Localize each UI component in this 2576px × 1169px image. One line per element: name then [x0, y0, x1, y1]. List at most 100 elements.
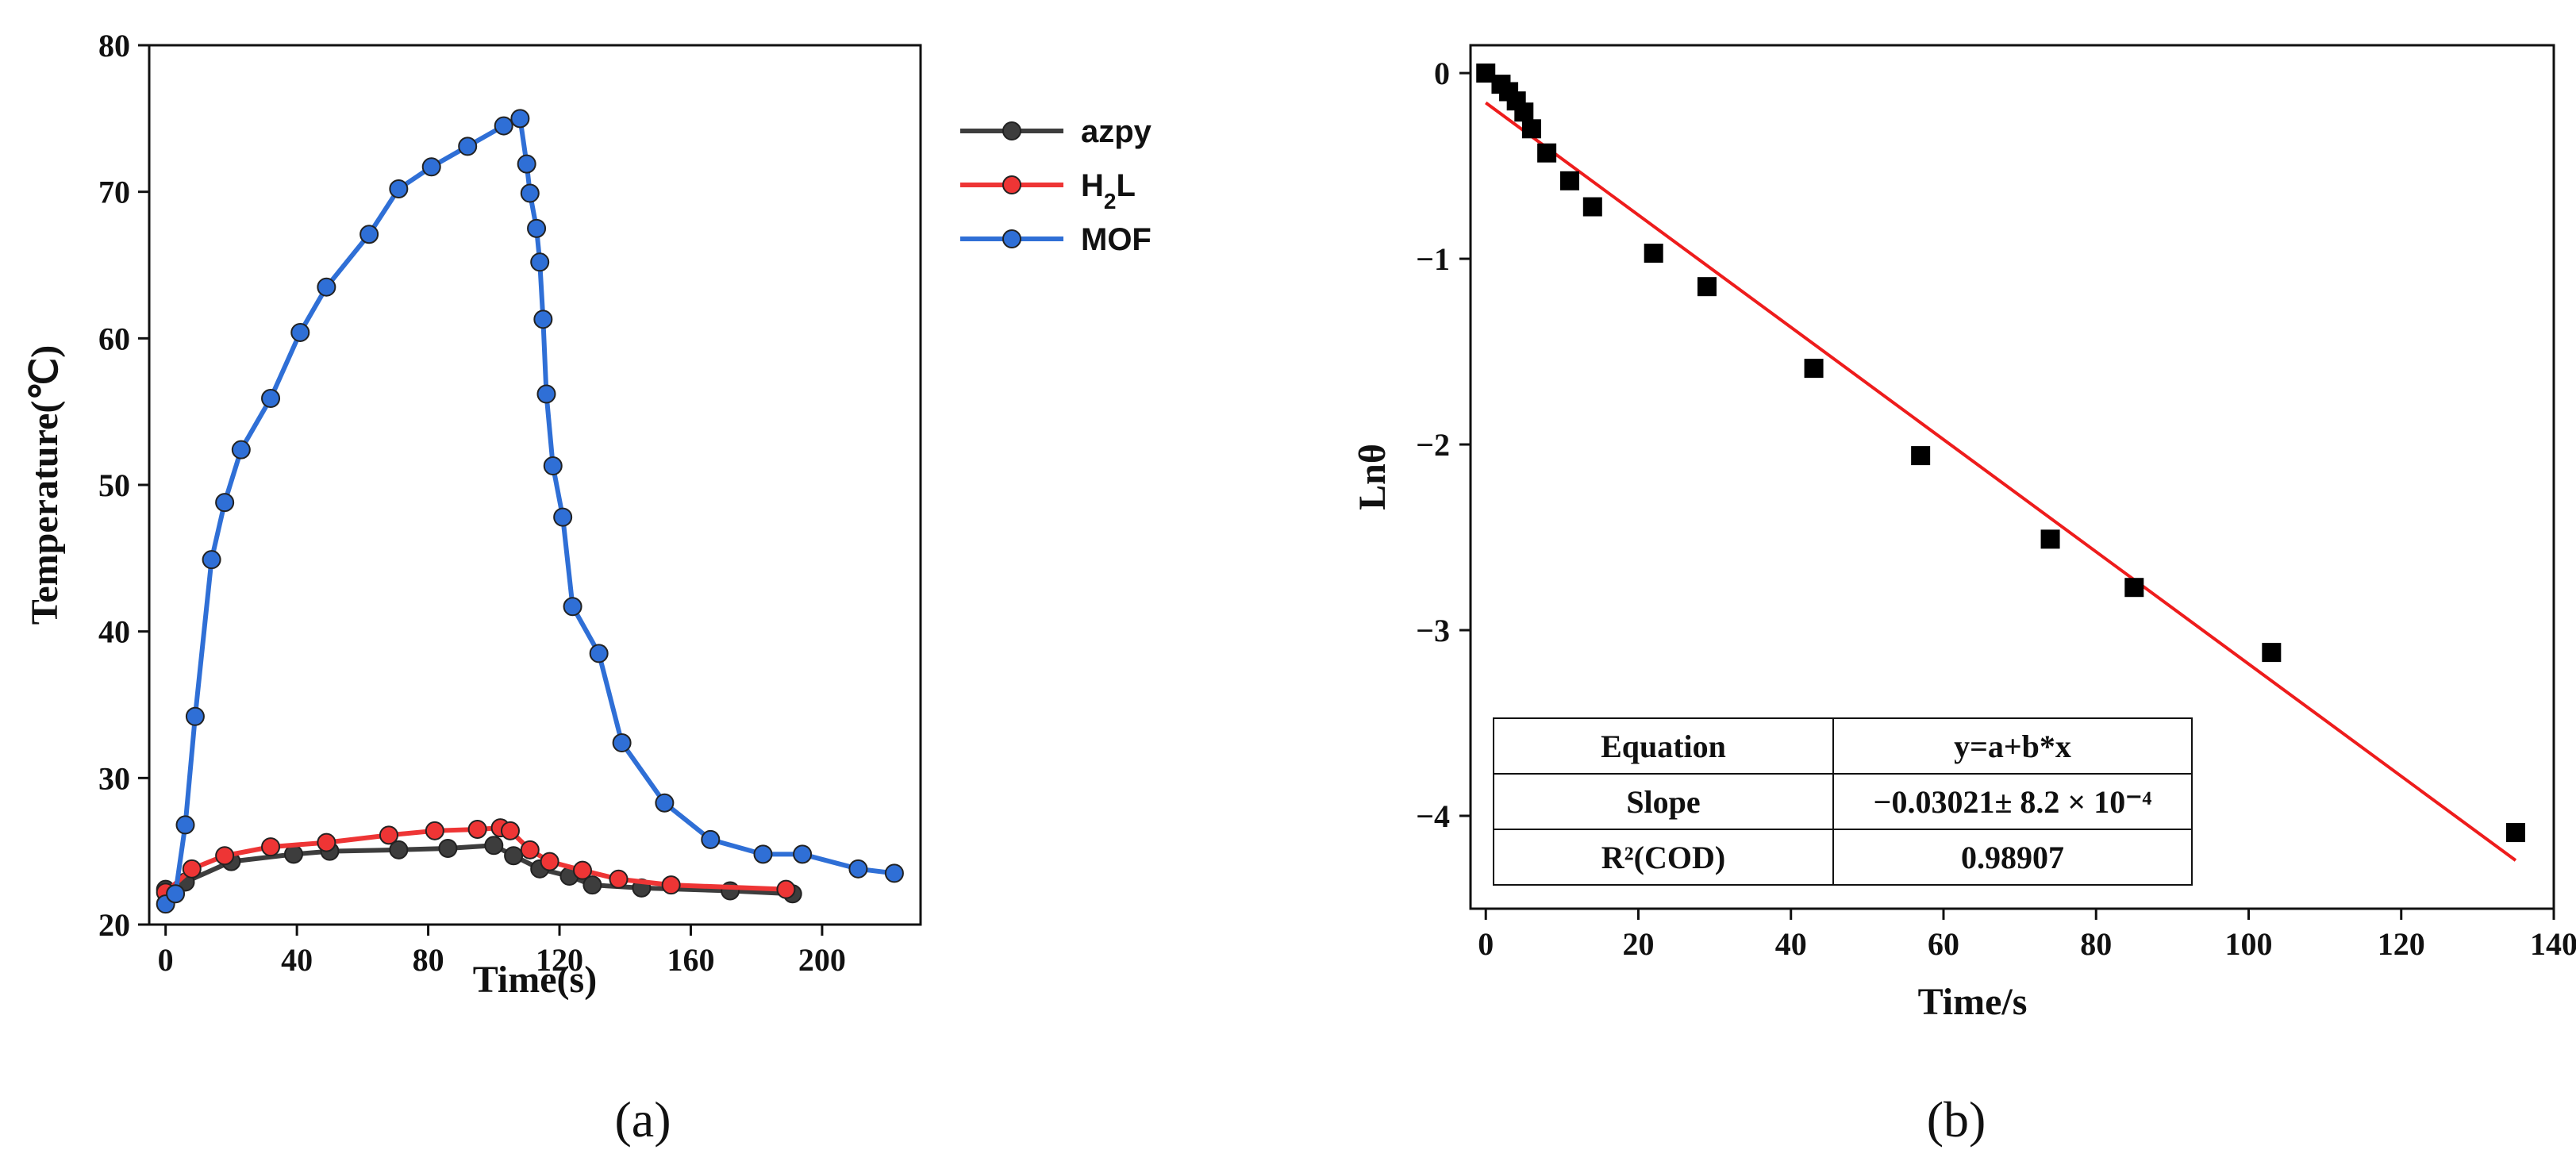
series-point-mof	[185, 706, 205, 726]
series-point-mof	[655, 793, 675, 813]
series-point-mof	[517, 154, 536, 174]
series-point-h2l	[520, 840, 540, 859]
series-line-h2l	[163, 825, 786, 894]
series-point-h2l	[467, 819, 487, 839]
y-tick-label-a: 20	[98, 907, 130, 943]
fit-table-border	[1493, 717, 2193, 886]
panel-label-a: (a)	[614, 1091, 671, 1148]
legend-swatch-marker	[1002, 175, 1021, 194]
series-point-h2l	[425, 821, 444, 840]
series-point-mof	[533, 310, 553, 329]
x-tick-label-a: 160	[667, 942, 714, 978]
fit-line	[1485, 101, 2517, 862]
series-point-mof	[389, 179, 409, 198]
y-tick-label-a: 60	[98, 321, 130, 356]
series-point-h2l	[379, 825, 398, 845]
x-tick-label-b: 0	[1478, 926, 1494, 962]
x-tick-label-b: 20	[1622, 926, 1654, 962]
series-point-mof	[553, 507, 573, 527]
panel-label-b: (b)	[1927, 1091, 1986, 1148]
series-point-azpy	[582, 875, 602, 895]
fit-table-key: Slope	[1626, 784, 1700, 820]
plot-frame-a	[148, 44, 922, 926]
legend-label: H2L	[1081, 168, 1136, 213]
series-point-mof	[458, 137, 478, 156]
series-point-mof	[166, 884, 186, 904]
series-point-h2l	[261, 837, 281, 857]
series-point-mof	[589, 644, 609, 663]
x-tick-label-a: 40	[281, 942, 313, 978]
series-point-mof	[202, 550, 221, 570]
y-tick-label-b: −1	[1416, 241, 1450, 277]
legend-label: MOF	[1081, 222, 1152, 257]
series-point-mof	[848, 859, 868, 879]
legend-a: azpy H2L MOF	[960, 114, 1152, 257]
x-tick-label-b: 60	[1928, 926, 1959, 962]
axes-a: 0 40 80 120 160 200 20 30 40 50 60 70 80	[98, 28, 846, 978]
series-point-azpy	[504, 846, 524, 866]
series-point-h2l	[182, 859, 202, 879]
series-point-mof	[793, 844, 813, 864]
y-tick-label-a: 70	[98, 175, 130, 210]
series-point-mof	[527, 218, 547, 238]
series-point-mof	[530, 252, 550, 272]
y-tick-label-b: 0	[1434, 56, 1450, 91]
series-point-mof	[494, 116, 513, 136]
legend-swatch-marker	[1002, 121, 1021, 140]
fit-table-value: y=a+b*x	[1954, 729, 2071, 764]
data-point	[2040, 529, 2060, 549]
series-point-mof	[563, 597, 582, 617]
series-point-mof	[215, 493, 235, 513]
x-tick-label-b: 40	[1775, 926, 1807, 962]
series-group-b	[1476, 63, 2525, 862]
y-tick-label-b: −3	[1416, 613, 1450, 648]
series-group-a	[156, 109, 904, 914]
axes-b: 0 20 40 60 80 100 120 140 0 −1 −2 −3 −4	[1416, 56, 2576, 962]
data-point	[1911, 446, 1931, 466]
chart-b: 0 20 40 60 80 100 120 140 0 −1 −2 −3 −4 Equation y=a+…	[1351, 44, 2576, 1148]
x-tick-label-a: 80	[413, 942, 444, 978]
data-point	[1644, 244, 1663, 263]
series-point-h2l	[215, 846, 235, 866]
series-point-h2l	[661, 875, 681, 895]
series-point-mof	[317, 277, 336, 297]
legend-label: azpy	[1081, 114, 1152, 149]
series-point-h2l	[776, 879, 796, 899]
series-point-azpy	[484, 836, 504, 856]
x-tick-label-b: 120	[2378, 926, 2425, 962]
fit-table-value: 0.98907	[1961, 840, 2064, 875]
series-point-mof	[231, 440, 251, 460]
data-point	[1697, 277, 1717, 297]
x-tick-label-b: 80	[2080, 926, 2112, 962]
series-line-mof	[163, 116, 895, 906]
series-point-mof	[421, 157, 441, 177]
series-point-mof	[612, 733, 632, 753]
series-point-mof	[359, 225, 379, 244]
data-point	[1537, 143, 1557, 163]
series-point-h2l	[609, 869, 629, 889]
series-point-azpy	[389, 840, 409, 859]
y-tick-label-a: 80	[98, 28, 130, 63]
x-tick-label-a: 0	[158, 942, 174, 978]
data-point	[1582, 197, 1602, 217]
fit-table-key: R²(COD)	[1601, 840, 1725, 875]
fit-table-value: −0.03021± 8.2 × 10⁻⁴	[1874, 784, 2152, 820]
series-point-mof	[536, 384, 556, 404]
y-axis-label-b: Lnθ	[1351, 444, 1394, 510]
x-tick-label-a: 120	[536, 942, 583, 978]
fit-table: Equation y=a+b*x Slope −0.03021± 8.2 × 10⁻⁴…	[1493, 717, 2193, 886]
x-tick-label-a: 200	[798, 942, 846, 978]
data-point	[1514, 102, 1534, 122]
x-axis-label-a: Time(s)	[473, 959, 597, 1001]
x-axis-label-b: Time/s	[1918, 981, 2028, 1023]
legend-swatch-marker	[1002, 229, 1021, 248]
data-point	[2505, 823, 2525, 843]
series-point-mof	[261, 389, 281, 409]
series-point-mof	[290, 322, 310, 342]
series-point-mof	[510, 109, 530, 129]
data-point	[2262, 643, 2282, 663]
series-point-mof	[520, 183, 540, 203]
series-point-mof	[543, 456, 563, 475]
